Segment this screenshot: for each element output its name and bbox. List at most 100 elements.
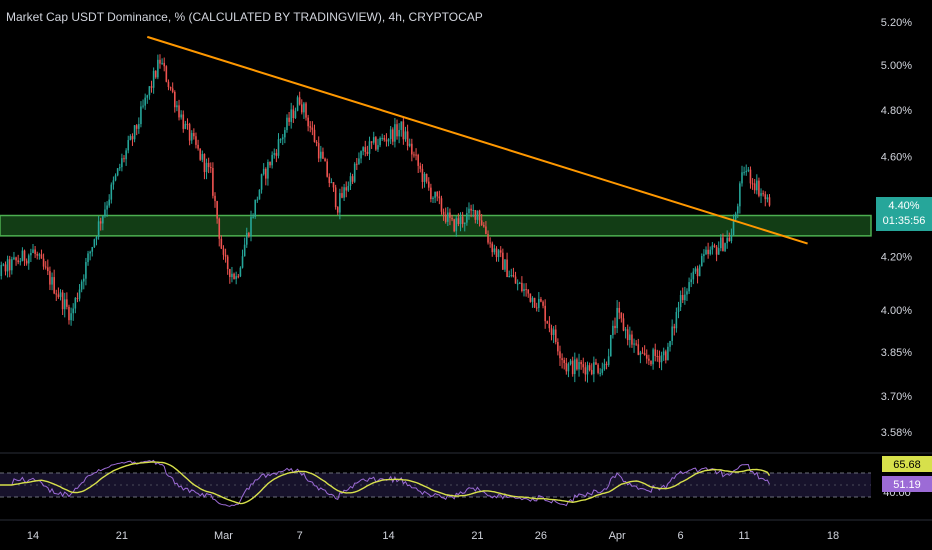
candle-body <box>51 277 53 285</box>
candle-body <box>544 305 546 322</box>
time-tick-label: Apr <box>609 530 626 542</box>
candle-body <box>294 110 297 119</box>
candle-body <box>736 206 739 214</box>
candle-body <box>453 219 455 232</box>
candle-body <box>658 356 661 363</box>
candle-body <box>576 359 578 370</box>
candle-body <box>32 249 34 253</box>
candle-body <box>607 356 610 365</box>
candle-body <box>512 274 515 277</box>
candle-body <box>529 293 532 302</box>
candle-body <box>30 252 32 256</box>
candle-body <box>138 124 140 129</box>
price-tick-label: 3.70% <box>881 391 912 403</box>
candle-body <box>631 334 633 345</box>
candle-body <box>231 273 233 278</box>
candle-body <box>309 126 312 128</box>
candle-body <box>286 117 288 131</box>
candle-body <box>385 139 388 142</box>
candle-body <box>315 141 318 144</box>
candle-body <box>552 329 555 335</box>
candle-body <box>582 364 585 368</box>
candle-body <box>207 162 210 168</box>
candle-body <box>440 198 443 212</box>
candle-body <box>351 176 354 182</box>
candle-body <box>514 276 517 284</box>
candle-body <box>87 253 89 263</box>
candle-body <box>161 62 163 64</box>
candle-body <box>485 226 487 235</box>
candle-body <box>389 129 392 139</box>
candle-body <box>542 301 544 306</box>
candle-body <box>269 161 271 166</box>
last-price-value: 4.40% <box>888 200 919 212</box>
candle-body <box>554 329 557 343</box>
candle-body <box>118 167 121 169</box>
candle-body <box>430 187 432 200</box>
price-tick-label: 5.00% <box>881 60 912 72</box>
candle-body <box>311 127 314 130</box>
candle-body <box>768 197 771 206</box>
candle-body <box>167 81 170 88</box>
candle-body <box>216 201 218 219</box>
candle-body <box>23 250 26 261</box>
candle-body <box>199 148 201 160</box>
candle-body <box>413 154 415 156</box>
candle-body <box>347 185 350 191</box>
candle-body <box>364 147 367 152</box>
candle-body <box>360 151 362 159</box>
candle-body <box>95 236 98 240</box>
candle-body <box>150 86 153 88</box>
rsi-ma-line <box>0 461 771 505</box>
candle-body <box>654 349 657 357</box>
candle-body <box>154 70 157 78</box>
candle-body <box>114 175 117 181</box>
candle-body <box>320 151 322 159</box>
candle-body <box>169 87 172 89</box>
candle-body <box>180 114 182 118</box>
candle-body <box>546 321 549 324</box>
candle-body <box>593 362 595 375</box>
candle-body <box>590 370 593 375</box>
candle-body <box>578 362 580 370</box>
candle-body <box>476 210 479 220</box>
candle-body <box>675 311 678 329</box>
candle-body <box>499 250 502 253</box>
candle-body <box>336 207 339 213</box>
candle-body <box>540 298 542 302</box>
candle-body <box>457 218 460 225</box>
candle-body <box>104 209 106 217</box>
candle-body <box>203 154 206 173</box>
candle-body <box>741 172 743 184</box>
candle-body <box>521 282 523 291</box>
candle-body <box>650 360 652 365</box>
candle-body <box>345 187 348 191</box>
candle-body <box>178 105 180 118</box>
candle-body <box>21 250 24 262</box>
candle-body <box>533 297 536 308</box>
candle-body <box>639 352 642 355</box>
candles <box>0 54 771 383</box>
candle-body <box>305 103 307 118</box>
candle-body <box>690 279 693 283</box>
candle-body <box>745 170 748 173</box>
candle-body <box>559 351 561 359</box>
candle-body <box>438 196 441 199</box>
candle-body <box>652 349 654 365</box>
candle-body <box>406 131 409 146</box>
rsi-pane <box>0 452 932 507</box>
candle-body <box>135 125 138 129</box>
candle-body <box>557 342 559 352</box>
candle-body <box>66 299 68 307</box>
candle-body <box>662 351 665 356</box>
candle-body <box>57 294 60 297</box>
candle-body <box>106 205 108 210</box>
candle-body <box>588 365 591 371</box>
candle-body <box>601 369 604 373</box>
candle-body <box>13 257 15 260</box>
candle-body <box>74 298 77 309</box>
bar-countdown: 01:35:56 <box>883 215 926 227</box>
candle-body <box>400 121 403 130</box>
candle-body <box>679 295 682 308</box>
candle-body <box>419 165 422 169</box>
